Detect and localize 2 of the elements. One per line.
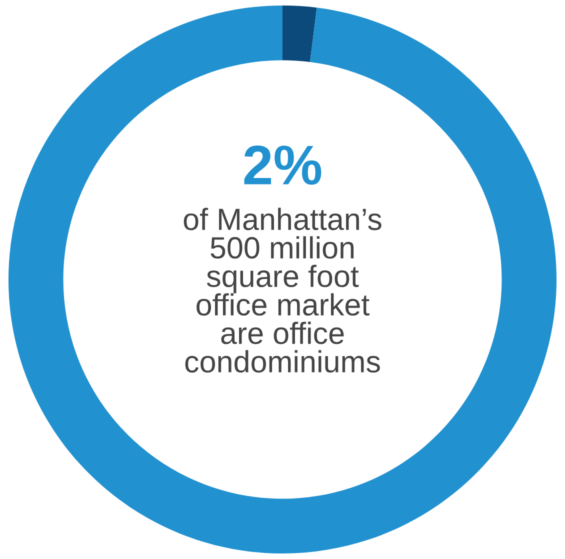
text: of Manhattan’s 500 million square foot office market are office condominiums (184, 208, 382, 373)
text: 2% (244, 145, 322, 185)
